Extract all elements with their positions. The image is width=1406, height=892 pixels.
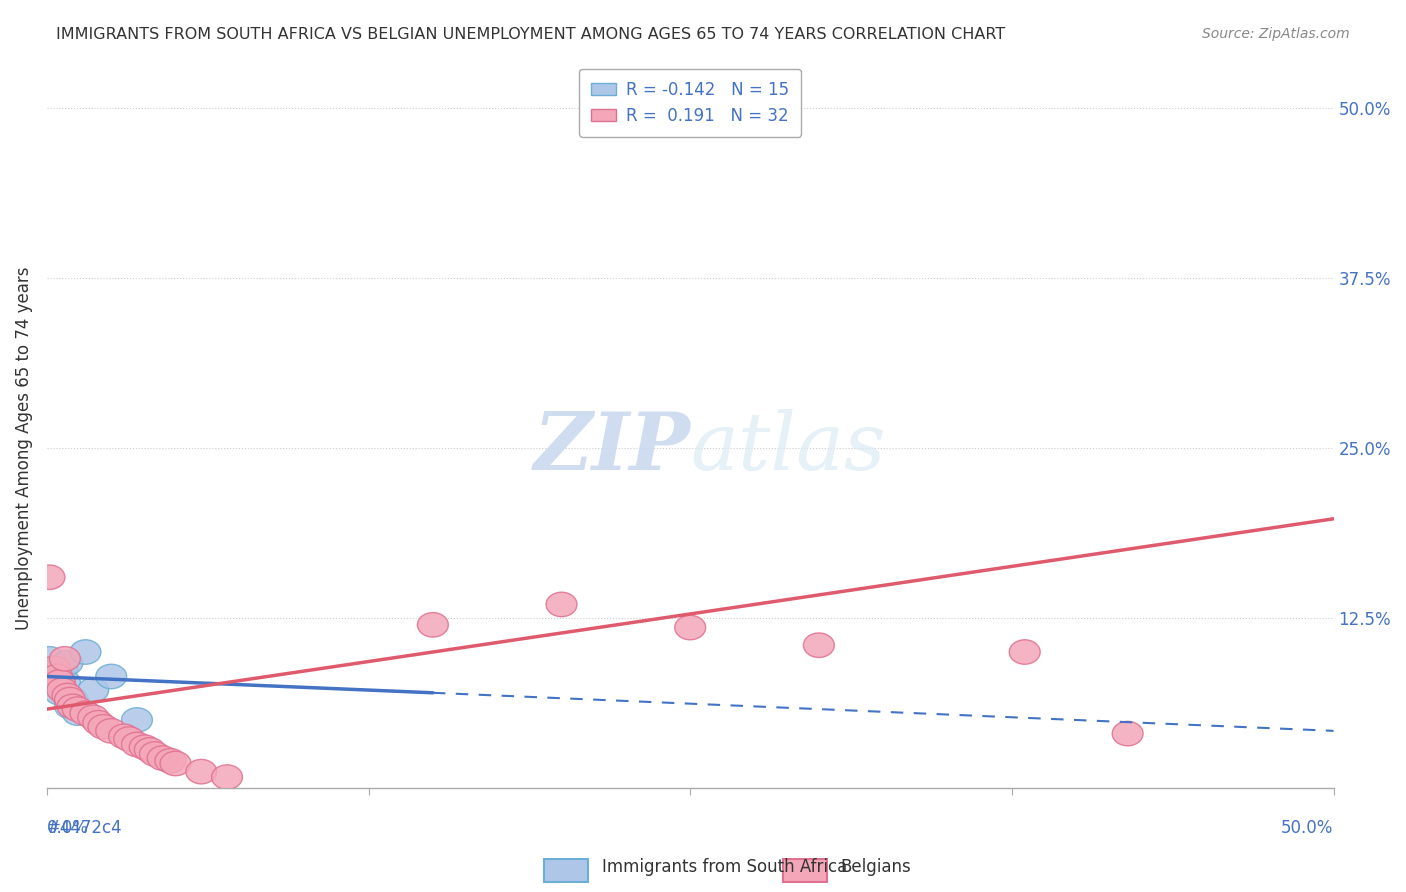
Ellipse shape [52,683,83,707]
Ellipse shape [42,673,73,698]
Text: #4472c4: #4472c4 [46,819,122,837]
Ellipse shape [45,681,75,705]
Ellipse shape [45,670,75,694]
Text: Belgians: Belgians [841,858,911,876]
Ellipse shape [37,660,67,685]
Ellipse shape [34,565,65,590]
Ellipse shape [114,727,145,751]
Ellipse shape [96,719,127,743]
Ellipse shape [62,697,93,722]
Text: 0.0%: 0.0% [46,819,89,837]
Ellipse shape [108,724,139,748]
Ellipse shape [803,633,834,657]
Text: Immigrants from South Africa: Immigrants from South Africa [602,858,846,876]
Text: IMMIGRANTS FROM SOUTH AFRICA VS BELGIAN UNEMPLOYMENT AMONG AGES 65 TO 74 YEARS C: IMMIGRANTS FROM SOUTH AFRICA VS BELGIAN … [56,27,1005,42]
Ellipse shape [160,751,191,776]
Ellipse shape [58,688,89,712]
Ellipse shape [211,764,242,789]
Ellipse shape [62,701,93,725]
Ellipse shape [675,615,706,640]
Ellipse shape [96,665,127,689]
Ellipse shape [70,640,101,665]
Ellipse shape [77,705,108,730]
Ellipse shape [46,657,77,681]
Text: atlas: atlas [690,409,886,487]
Ellipse shape [70,701,101,725]
Legend: R = -0.142   N = 15, R =  0.191   N = 32: R = -0.142 N = 15, R = 0.191 N = 32 [579,69,801,136]
Ellipse shape [121,707,152,732]
Ellipse shape [546,592,576,616]
Ellipse shape [148,746,179,771]
Ellipse shape [121,732,152,756]
Text: ZIP: ZIP [533,409,690,487]
Y-axis label: Unemployment Among Ages 65 to 74 years: Unemployment Among Ages 65 to 74 years [15,267,32,630]
Ellipse shape [55,688,86,712]
FancyBboxPatch shape [544,859,588,882]
Ellipse shape [39,667,70,691]
Text: 50.0%: 50.0% [1281,819,1333,837]
Ellipse shape [83,710,114,735]
Ellipse shape [1112,722,1143,746]
Ellipse shape [155,748,186,773]
Ellipse shape [139,742,170,766]
Ellipse shape [42,665,73,689]
FancyBboxPatch shape [783,859,827,882]
Ellipse shape [186,759,217,784]
Ellipse shape [34,647,65,671]
Ellipse shape [49,670,80,694]
Ellipse shape [89,714,120,739]
Text: Source: ZipAtlas.com: Source: ZipAtlas.com [1202,27,1350,41]
Ellipse shape [77,678,108,702]
Ellipse shape [52,650,83,675]
Ellipse shape [135,738,166,762]
Ellipse shape [46,678,77,702]
Ellipse shape [39,657,70,681]
Ellipse shape [58,694,89,719]
Ellipse shape [129,735,160,759]
Ellipse shape [1010,640,1040,665]
Ellipse shape [418,613,449,637]
Ellipse shape [55,694,86,719]
Ellipse shape [49,647,80,671]
